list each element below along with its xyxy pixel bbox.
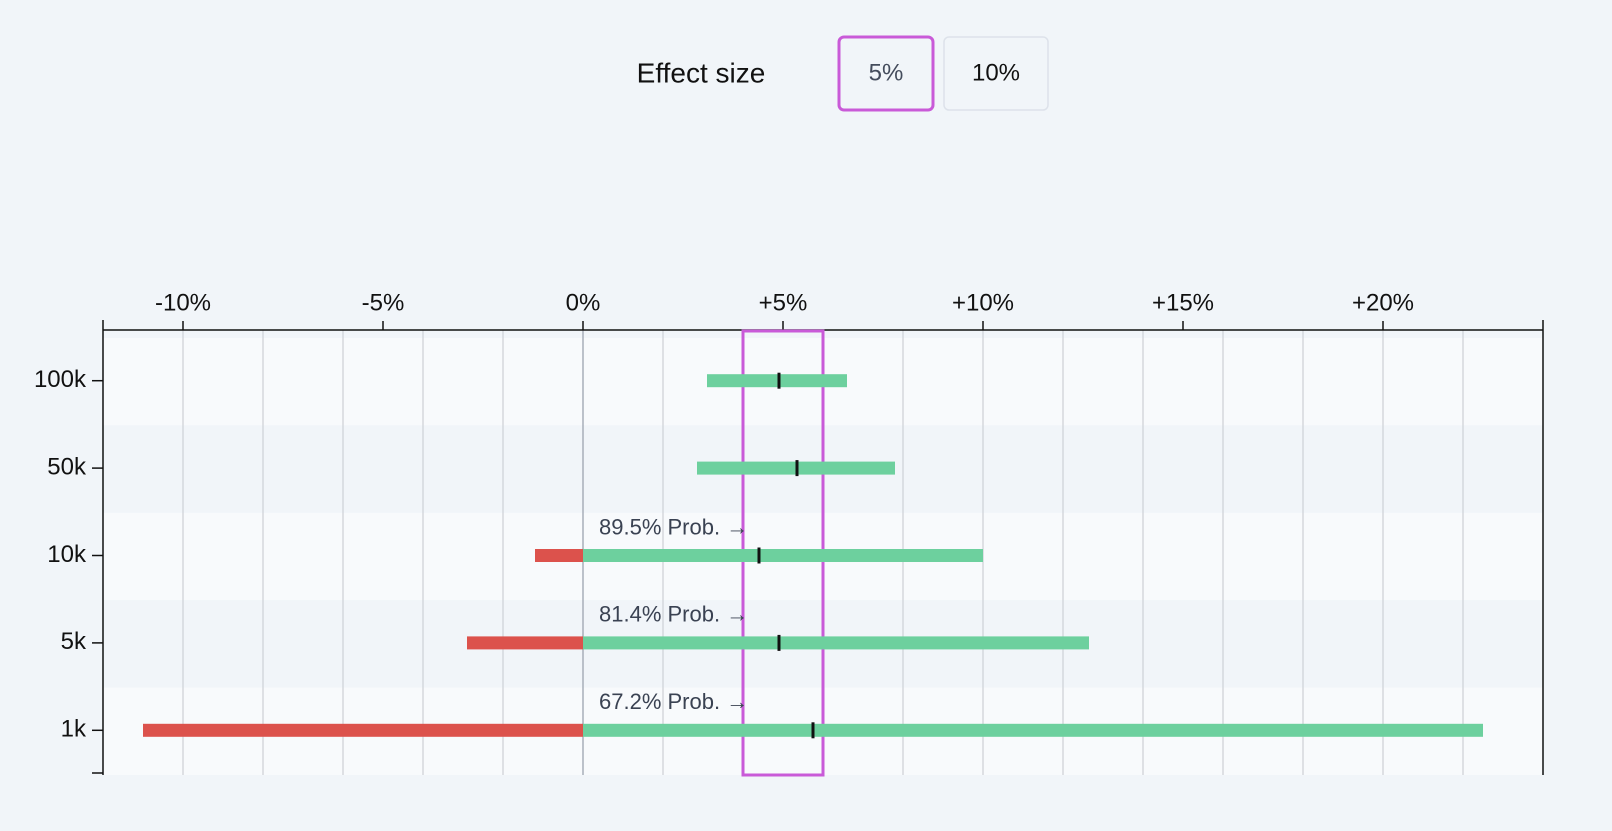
- y-tick-label: 10k: [47, 541, 87, 568]
- estimate-mark: [777, 372, 781, 389]
- negative-interval: [467, 636, 583, 650]
- probability-label: 89.5% Prob. →: [599, 514, 748, 539]
- positive-interval: [583, 549, 983, 562]
- negative-interval: [143, 723, 583, 737]
- x-tick-label: +5%: [759, 289, 808, 316]
- probability-label: 67.2% Prob. →: [599, 689, 748, 714]
- negative-interval: [535, 549, 583, 562]
- estimate-mark: [811, 722, 815, 739]
- option-button[interactable]: [943, 36, 1049, 111]
- plot: -10% -5% 0% +5% +10% +15% +20% 100k 50k 10k 89.5% …: [34, 289, 1544, 777]
- estimate-mark: [757, 547, 761, 564]
- y-tick-label: 50k: [47, 453, 87, 480]
- option-button[interactable]: [837, 35, 935, 112]
- x-tick-label: 0%: [566, 289, 601, 316]
- positive-interval: [583, 636, 1089, 650]
- y-tick-label: 1k: [61, 716, 87, 743]
- estimate-mark: [777, 634, 781, 651]
- y-tick-label: 100k: [34, 366, 87, 393]
- option-label[interactable]: 10%: [972, 59, 1020, 86]
- interval: [707, 374, 847, 388]
- y-tick-label: 5k: [61, 628, 87, 655]
- probability-label: 81.4% Prob. →: [599, 602, 748, 627]
- x-tick-label: +10%: [952, 289, 1014, 316]
- x-tick-label: -10%: [155, 289, 211, 316]
- option-label[interactable]: 5%: [869, 59, 904, 86]
- estimate-mark: [795, 460, 799, 477]
- x-tick-label: -5%: [362, 289, 405, 316]
- positive-interval: [583, 723, 1483, 737]
- x-tick-label: +15%: [1152, 289, 1214, 316]
- x-tick-label: +20%: [1352, 289, 1414, 316]
- control-label: Effect size: [637, 57, 766, 88]
